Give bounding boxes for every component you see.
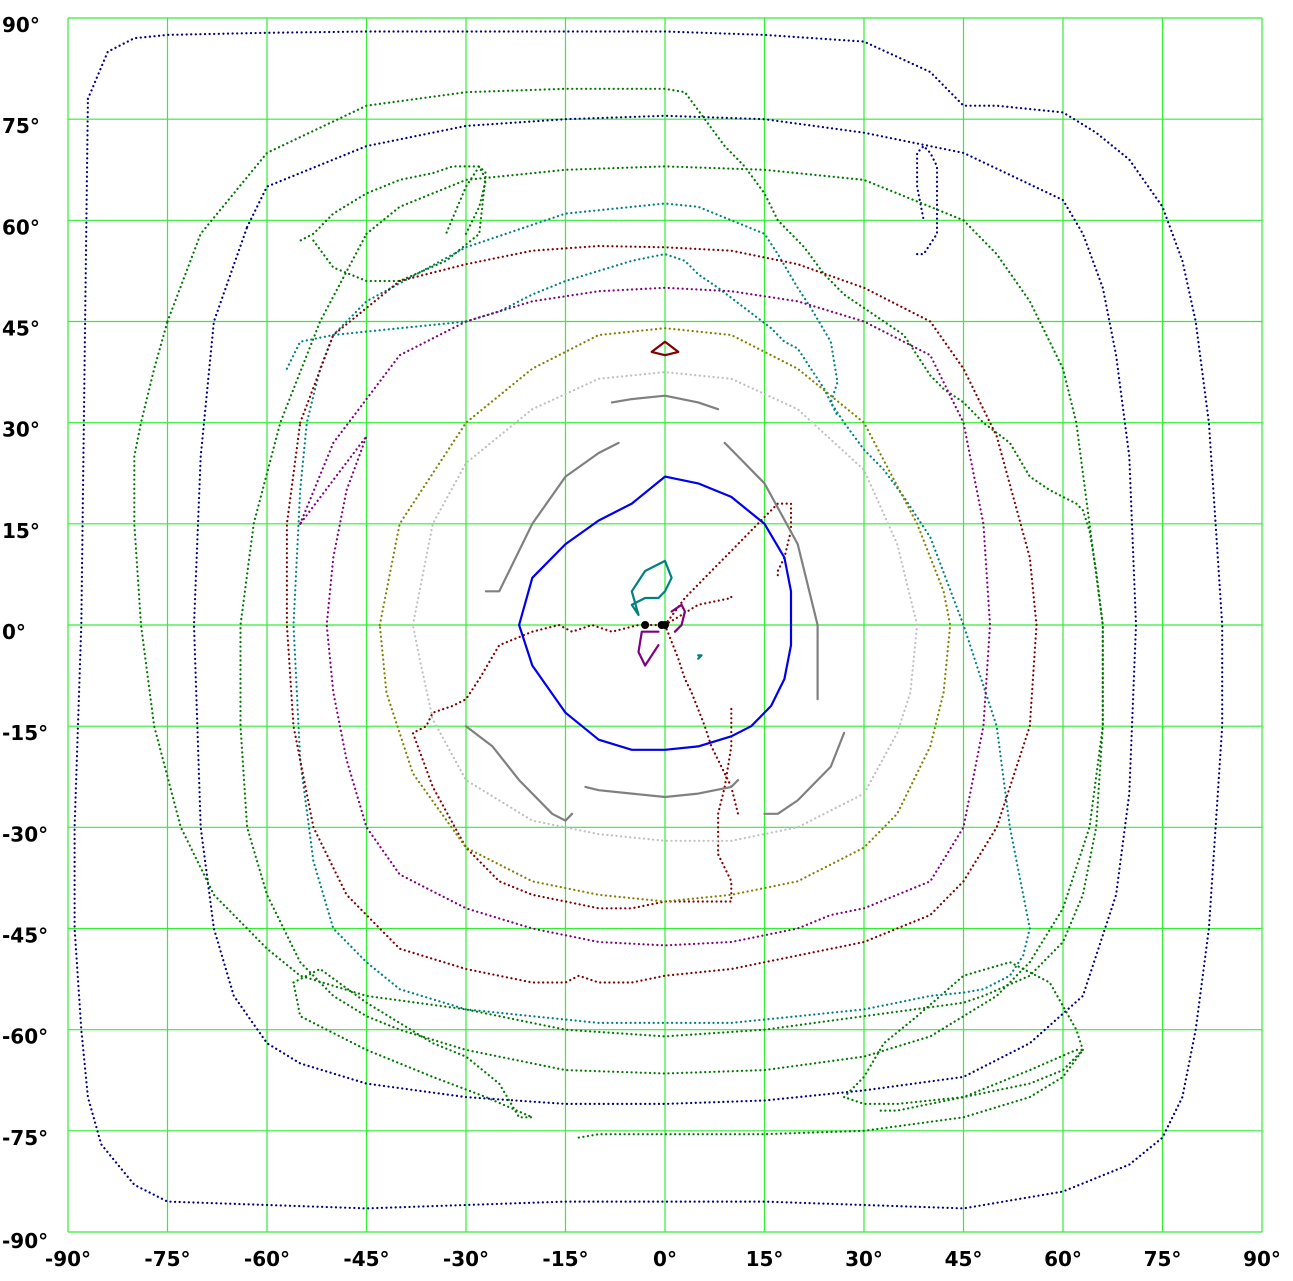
x-tick-label: 15° — [746, 1247, 784, 1271]
series-line-27 — [484, 441, 620, 593]
x-tick-label: 45° — [945, 1247, 983, 1271]
series-line-9 — [577, 1048, 1084, 1139]
y-tick-label: -90° — [2, 1229, 48, 1253]
series-line-20 — [663, 623, 740, 815]
x-tick-label: 30° — [845, 1247, 883, 1271]
grid — [67, 17, 1263, 1233]
y-tick-label: -45° — [2, 924, 48, 948]
y-tick-label: 75° — [2, 114, 40, 138]
series-line-4 — [133, 87, 1104, 1038]
series-line-3 — [192, 114, 1138, 1105]
x-tick-label: -30° — [443, 1247, 489, 1271]
y-tick-label: 30° — [2, 418, 40, 442]
series-line-17 — [663, 502, 793, 627]
series-line-19 — [411, 623, 733, 910]
y-tick-label: -75° — [2, 1126, 48, 1150]
series-line-24 — [378, 327, 952, 903]
y-tick-label: -15° — [2, 721, 48, 745]
x-tick-label: -90° — [45, 1247, 91, 1271]
series-line-13 — [630, 559, 673, 616]
x-tick-label: 60° — [1044, 1247, 1082, 1271]
series-line-14 — [697, 654, 703, 660]
series-line-6 — [312, 165, 487, 283]
y-tick-label: 0° — [2, 620, 26, 644]
center-marker-point — [661, 621, 669, 629]
y-tick-label: -30° — [2, 822, 48, 846]
series-line-18 — [663, 593, 733, 627]
x-tick-label: -60° — [244, 1247, 290, 1271]
series-line-28 — [723, 441, 819, 701]
series-line-11 — [292, 202, 1031, 1024]
series-line-22 — [670, 603, 686, 633]
y-tick-label: 60° — [2, 215, 40, 239]
y-tick-label: 15° — [2, 519, 40, 543]
series-layer — [73, 30, 1224, 1210]
y-tick-label: 90° — [2, 13, 40, 37]
x-tick-label: 90° — [1243, 1247, 1281, 1271]
center-marker-point — [641, 621, 650, 629]
x-tick-label: -15° — [542, 1247, 588, 1271]
y-axis-tick-labels: 90° 75° 60° 45° 30° 15° 0° -15° -30° -45° -60° -75°… — [2, 13, 48, 1253]
x-tick-label: 0° — [653, 1247, 677, 1271]
series-line-30 — [584, 779, 740, 799]
y-tick-label: -60° — [2, 1025, 48, 1049]
series-line-31 — [763, 731, 846, 815]
y-tick-label: 45° — [2, 317, 40, 341]
series-line-8 — [292, 967, 534, 1119]
series-line-2 — [916, 145, 939, 256]
x-tick-label: -45° — [343, 1247, 389, 1271]
series-line-32 — [518, 475, 793, 751]
series-line-7 — [299, 165, 487, 242]
series-line-12 — [285, 253, 839, 417]
x-tick-label: -75° — [144, 1247, 190, 1271]
series-line-15 — [285, 244, 1038, 984]
x-tick-label: 75° — [1144, 1247, 1182, 1271]
series-line-26 — [610, 394, 720, 411]
series-line-10 — [843, 961, 1084, 1105]
series-line-29 — [464, 725, 574, 822]
series-line-5 — [239, 165, 1104, 1075]
series-line-16 — [650, 340, 680, 357]
series-line-1 — [73, 30, 1224, 1210]
x-axis-tick-labels: -90° -75° -60° -45° -30° -15° 0° 15° 30° 45° 60° 75… — [45, 1247, 1281, 1271]
series-line-25 — [411, 371, 919, 842]
series-line-23 — [637, 630, 660, 667]
series-line-21 — [299, 286, 992, 947]
marker-layer — [641, 621, 669, 629]
